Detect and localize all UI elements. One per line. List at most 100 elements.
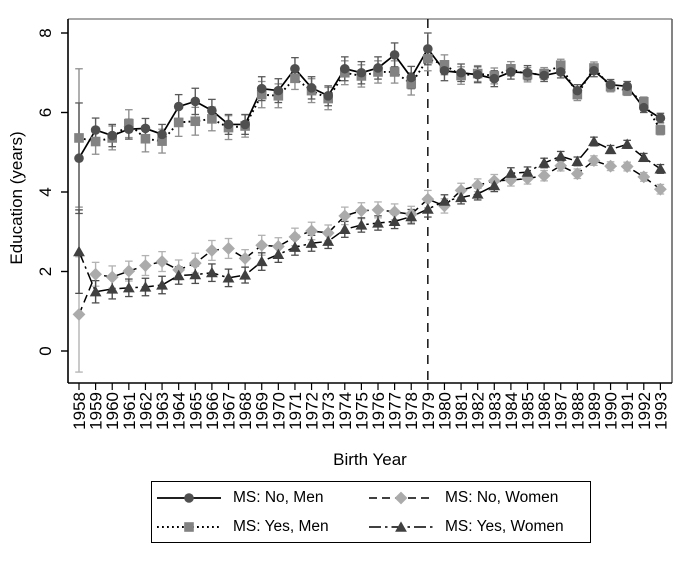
legend-entry-ms-yes-women: MS: Yes, Women — [368, 518, 564, 535]
x-tick-label: 1960 — [103, 392, 122, 430]
x-tick-label: 1987 — [552, 392, 571, 430]
marker-triangle — [554, 150, 567, 161]
marker-triangle — [89, 285, 102, 297]
x-tick-label: 1979 — [419, 392, 438, 430]
marker-square — [190, 116, 201, 127]
legend-entry-ms-no-men: MS: No, Men — [156, 489, 323, 506]
marker-circle — [489, 73, 500, 84]
y-tick-label: 8 — [36, 28, 55, 37]
marker-square — [207, 114, 217, 124]
legend-marker-square — [184, 521, 194, 532]
marker-triangle — [372, 217, 384, 228]
x-tick-label: 1962 — [136, 392, 155, 430]
x-tick-label: 1970 — [269, 392, 288, 430]
marker-square — [74, 133, 84, 143]
x-tick-label: 1971 — [286, 392, 305, 430]
x-tick-label: 1961 — [120, 392, 139, 430]
marker-diamond — [388, 205, 402, 219]
marker-diamond — [89, 267, 103, 281]
x-tick-label: 1958 — [70, 392, 89, 430]
marker-square — [555, 60, 566, 70]
x-tick-label: 1959 — [87, 392, 106, 430]
y-axis-title: Education (years) — [7, 131, 26, 265]
marker-triangle — [521, 166, 534, 177]
x-tick-label: 1981 — [452, 392, 471, 430]
marker-diamond — [604, 159, 617, 173]
y-tick-label: 2 — [36, 267, 55, 276]
marker-diamond — [421, 192, 435, 206]
x-tick-label: 1963 — [153, 392, 172, 430]
marker-circle — [190, 96, 201, 107]
marker-diamond — [205, 244, 219, 257]
marker-triangle — [156, 279, 168, 290]
x-tick-label: 1965 — [186, 392, 205, 430]
marker-square — [655, 125, 666, 135]
marker-diamond — [637, 170, 651, 184]
marker-circle — [655, 113, 666, 123]
marker-triangle — [621, 138, 634, 149]
marker-diamond — [155, 255, 169, 268]
marker-square — [124, 118, 134, 129]
marker-circle — [389, 50, 400, 60]
marker-triangle — [255, 255, 268, 267]
x-tick-label: 1973 — [319, 392, 338, 430]
marker-diamond — [471, 178, 485, 192]
marker-circle — [555, 67, 566, 77]
marker-triangle — [122, 281, 135, 293]
marker-triangle — [421, 203, 434, 214]
marker-circle — [589, 65, 599, 76]
x-tick-label: 1980 — [435, 392, 454, 430]
legend-label-ms-no-men: MS: No, Men — [233, 488, 324, 506]
marker-triangle — [289, 241, 301, 252]
marker-circle — [273, 85, 284, 96]
marker-triangle — [189, 268, 202, 280]
marker-diamond — [288, 230, 302, 244]
marker-circle — [605, 79, 616, 90]
y-tick-label: 6 — [36, 108, 55, 117]
marker-diamond — [654, 182, 667, 196]
marker-triangle — [654, 163, 667, 174]
x-tick-label: 1964 — [170, 392, 189, 430]
x-tick-label: 1968 — [236, 392, 255, 430]
marker-triangle — [106, 283, 119, 294]
x-tick-label: 1985 — [519, 392, 538, 430]
marker-triangle — [388, 215, 401, 227]
series-line-diamond — [78, 159, 661, 315]
x-tick-label: 1978 — [402, 392, 421, 430]
x-tick-label: 1992 — [635, 392, 654, 430]
x-tick-label: 1967 — [220, 392, 239, 430]
x-tick-label: 1993 — [651, 392, 670, 430]
x-tick-label: 1982 — [469, 392, 488, 430]
marker-triangle — [571, 155, 584, 166]
marker-circle — [522, 67, 533, 78]
x-tick-label: 1972 — [303, 392, 322, 430]
legend-sample-dashed-diamond — [369, 491, 433, 504]
x-tick-label: 1991 — [618, 392, 637, 430]
marker-triangle — [438, 195, 451, 206]
marker-triangle — [272, 248, 285, 260]
marker-square — [256, 89, 267, 100]
legend-entry-ms-yes-men: MS: Yes, Men — [156, 518, 329, 535]
marker-diamond — [338, 209, 352, 223]
marker-triangle — [73, 245, 85, 257]
x-tick-label: 1988 — [568, 392, 587, 430]
legend-label-ms-no-women: MS: No, Women — [445, 488, 559, 506]
marker-circle — [622, 81, 632, 92]
marker-circle — [506, 67, 516, 77]
legend-sample-dotted-square — [157, 521, 221, 532]
marker-circle — [124, 124, 134, 134]
marker-diamond — [122, 264, 136, 278]
marker-circle — [223, 119, 234, 130]
marker-diamond — [354, 204, 368, 218]
marker-square — [90, 136, 101, 147]
x-tick-label: 1977 — [386, 392, 405, 430]
marker-diamond — [587, 154, 601, 167]
x-tick-label: 1975 — [352, 392, 371, 430]
marker-triangle — [239, 269, 252, 280]
marker-circle — [456, 67, 466, 78]
marker-diamond — [321, 226, 335, 240]
marker-triangle — [604, 143, 617, 155]
marker-square — [157, 136, 167, 146]
marker-square — [290, 73, 300, 84]
marker-circle — [173, 101, 184, 112]
